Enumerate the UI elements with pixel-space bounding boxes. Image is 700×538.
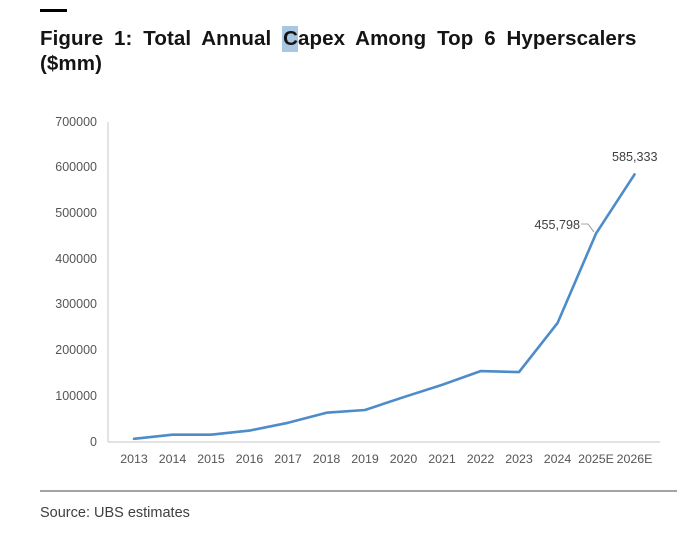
source-divider-line	[40, 490, 677, 492]
y-tick-label: 700000	[55, 114, 97, 129]
x-tick-label: 2024	[543, 452, 572, 466]
data-label-2026e: 585,333	[612, 150, 658, 164]
x-tick-label: 2017	[274, 452, 302, 466]
data-label-leader-line	[581, 223, 595, 233]
data-label-2025e: 455,798	[534, 218, 580, 232]
x-tick-label: 2020	[389, 452, 418, 466]
capex-line-series	[132, 173, 636, 441]
figure-title-units: ($mm)	[40, 52, 103, 75]
x-tick-label: 2019	[351, 452, 379, 466]
x-tick-label: 2018	[312, 452, 341, 466]
y-tick-label: 200000	[55, 343, 97, 358]
x-tick-label: 2016	[235, 452, 264, 466]
stray-dash-mark	[40, 9, 67, 12]
y-tick-label: 400000	[55, 251, 97, 266]
figure-title-suffix: apex Among Top 6 Hyperscalers	[298, 27, 637, 50]
figure-title-highlighted-letter: C	[282, 26, 299, 52]
x-tick-label: 2022	[466, 452, 495, 466]
x-tick-label: 2023	[505, 452, 533, 466]
x-tick-label: 2021	[428, 452, 456, 466]
y-tick-label: 500000	[55, 205, 97, 220]
y-tick-label: 0	[90, 434, 97, 449]
y-tick-label: 100000	[55, 388, 97, 403]
source-text: Source: UBS estimates	[40, 505, 190, 521]
x-tick-label: 2015	[197, 452, 225, 466]
y-tick-label: 600000	[55, 160, 97, 175]
figure-title: Figure 1: Total Annual Capex Among Top 6…	[40, 26, 670, 76]
figure-title-prefix: Figure 1: Total Annual	[40, 27, 283, 50]
x-tick-label: 2013	[120, 452, 148, 466]
x-tick-label: 2014	[158, 452, 187, 466]
x-tick-label: 2025E	[578, 452, 614, 466]
y-tick-label: 300000	[55, 297, 97, 312]
x-tick-label: 2026E	[616, 452, 653, 466]
